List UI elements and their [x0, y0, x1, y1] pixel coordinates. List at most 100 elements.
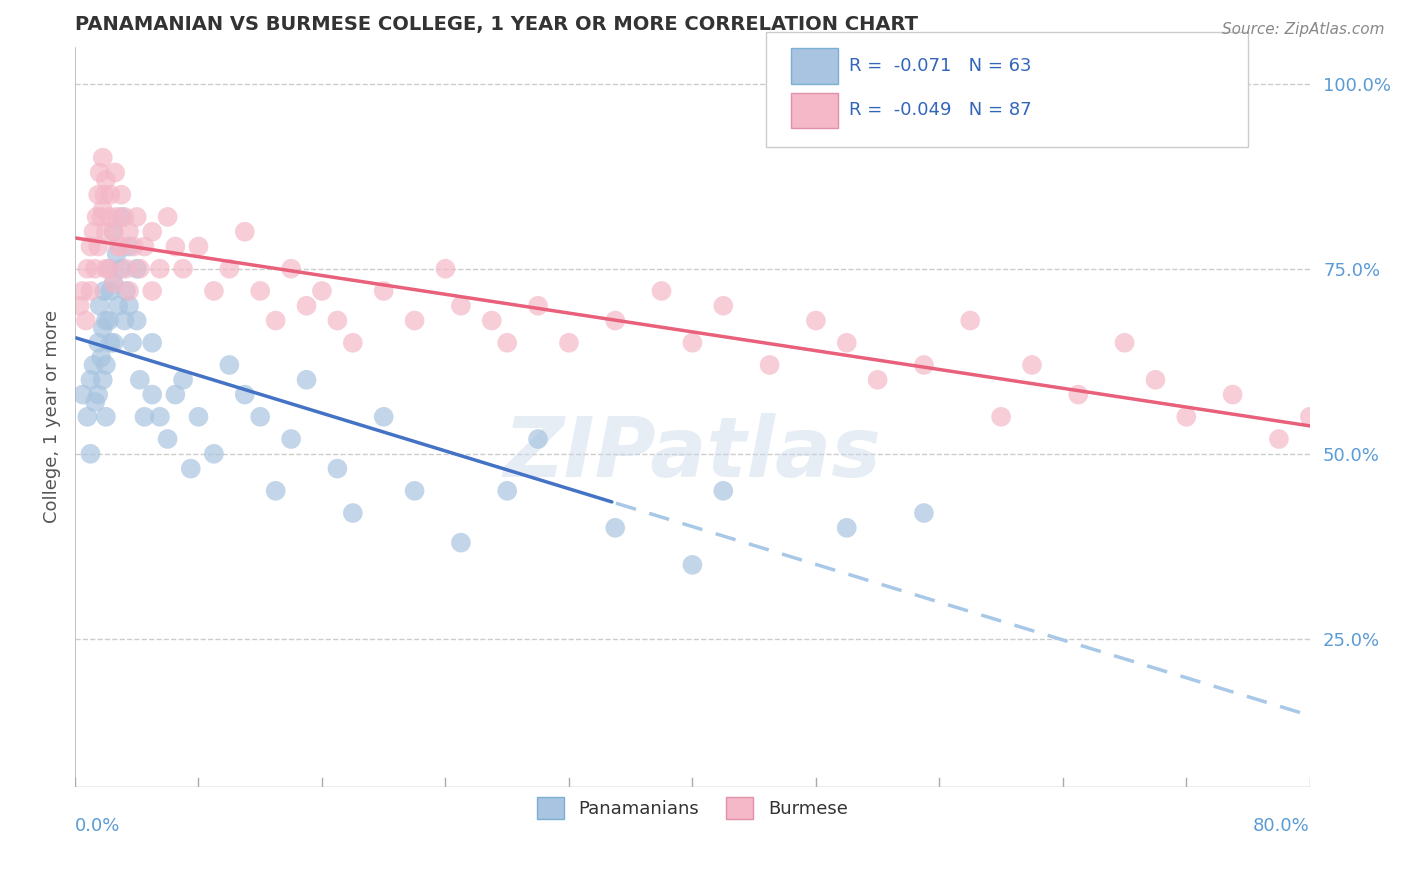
Point: [264, 313, 287, 327]
Point: [605, 521, 627, 535]
Point: [141, 284, 163, 298]
Point: [141, 335, 163, 350]
Point: [94, 173, 117, 187]
Text: 80.0%: 80.0%: [1253, 816, 1310, 835]
Point: [233, 225, 256, 239]
Point: [94, 313, 117, 327]
Point: [141, 387, 163, 401]
Text: R =  -0.049   N = 87: R = -0.049 N = 87: [849, 102, 1032, 120]
Point: [103, 225, 125, 239]
Point: [280, 432, 302, 446]
Point: [280, 261, 302, 276]
Point: [79, 239, 101, 253]
Point: [98, 261, 121, 276]
Point: [100, 187, 122, 202]
Point: [79, 284, 101, 298]
Point: [87, 239, 110, 253]
Point: [187, 409, 209, 424]
Point: [264, 483, 287, 498]
Point: [72, 284, 94, 298]
Point: [326, 313, 349, 327]
Point: [94, 358, 117, 372]
Point: [835, 521, 858, 535]
Point: [118, 225, 141, 239]
Text: 0.0%: 0.0%: [75, 816, 121, 835]
Point: [98, 313, 121, 327]
Point: [110, 239, 132, 253]
Point: [128, 261, 150, 276]
Point: [125, 313, 148, 327]
Point: [103, 277, 125, 291]
Point: [1114, 335, 1136, 350]
Point: [98, 210, 121, 224]
Point: [959, 313, 981, 327]
Point: [218, 261, 240, 276]
Point: [93, 187, 115, 202]
Point: [94, 225, 117, 239]
Point: [866, 373, 889, 387]
Point: [711, 483, 734, 498]
Point: [156, 432, 179, 446]
Point: [87, 387, 110, 401]
Legend: Panamanians, Burmese: Panamanians, Burmese: [530, 789, 855, 826]
Point: [912, 506, 935, 520]
Point: [86, 210, 108, 224]
Point: [373, 409, 395, 424]
Point: [79, 447, 101, 461]
Point: [84, 261, 107, 276]
Point: [165, 387, 187, 401]
Point: [141, 225, 163, 239]
Point: [295, 299, 318, 313]
Point: [326, 461, 349, 475]
Point: [373, 284, 395, 298]
Point: [481, 313, 503, 327]
Point: [156, 210, 179, 224]
Point: [94, 409, 117, 424]
Point: [128, 373, 150, 387]
Point: [1021, 358, 1043, 372]
Point: [233, 387, 256, 401]
Point: [110, 261, 132, 276]
Point: [118, 284, 141, 298]
Point: [134, 409, 156, 424]
Point: [94, 261, 117, 276]
Point: [76, 261, 98, 276]
Point: [1299, 409, 1322, 424]
Point: [165, 239, 187, 253]
Point: [112, 313, 135, 327]
Point: [84, 395, 107, 409]
Point: [91, 321, 114, 335]
Point: [89, 165, 111, 179]
Point: [218, 358, 240, 372]
Bar: [792, 93, 838, 128]
Y-axis label: College, 1 year or more: College, 1 year or more: [44, 310, 60, 524]
Point: [110, 187, 132, 202]
Point: [91, 373, 114, 387]
Point: [125, 261, 148, 276]
Point: [105, 210, 128, 224]
Point: [527, 432, 550, 446]
Point: [711, 299, 734, 313]
Point: [107, 239, 129, 253]
Point: [121, 335, 143, 350]
Point: [79, 373, 101, 387]
Point: [110, 210, 132, 224]
Point: [90, 210, 112, 224]
Point: [93, 284, 115, 298]
Point: [450, 535, 472, 549]
Point: [558, 335, 581, 350]
Point: [1222, 387, 1244, 401]
Point: [72, 387, 94, 401]
Point: [115, 284, 138, 298]
Point: [90, 351, 112, 365]
Text: Source: ZipAtlas.com: Source: ZipAtlas.com: [1222, 22, 1385, 37]
Bar: [792, 48, 838, 84]
Point: [118, 239, 141, 253]
Point: [1330, 447, 1353, 461]
Point: [115, 261, 138, 276]
Point: [1144, 373, 1167, 387]
Point: [434, 261, 457, 276]
Point: [83, 358, 105, 372]
Point: [1175, 409, 1198, 424]
Point: [118, 299, 141, 313]
